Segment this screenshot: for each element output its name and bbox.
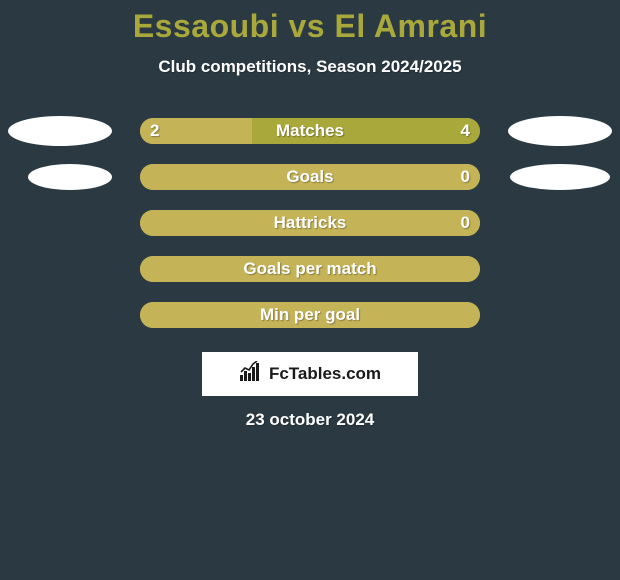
page-title: Essaoubi vs El Amrani [0, 0, 620, 45]
bar-value-right: 0 [461, 167, 470, 187]
bar-value-left: 2 [150, 121, 159, 141]
bar-label: Hattricks [274, 213, 347, 233]
bar-row: Goals per match [0, 256, 620, 282]
brand-box: FcTables.com [202, 352, 418, 396]
bar-track: Min per goal [140, 302, 480, 328]
brand-chart-icon [239, 361, 263, 388]
bar-row: Goals 0 [0, 164, 620, 190]
vs-text: vs [288, 8, 325, 44]
player-right-name: El Amrani [334, 8, 487, 44]
bar-label: Goals [286, 167, 333, 187]
bar-label: Goals per match [243, 259, 376, 279]
bar-track: Goals 0 [140, 164, 480, 190]
bar-row: Matches 2 4 [0, 118, 620, 144]
bar-row: Hattricks 0 [0, 210, 620, 236]
bar-value-right: 4 [461, 121, 470, 141]
chart-area: Matches 2 4 Goals 0 Hattricks 0 Goals per match… [0, 118, 620, 348]
bar-row: Min per goal [0, 302, 620, 328]
bar-track: Hattricks 0 [140, 210, 480, 236]
bars-host: Matches 2 4 Goals 0 Hattricks 0 Goals per match… [0, 118, 620, 328]
container: Essaoubi vs El Amrani Club competitions,… [0, 0, 620, 580]
bar-track: Matches 2 4 [140, 118, 480, 144]
bar-label: Min per goal [260, 305, 360, 325]
bar-label: Matches [276, 121, 344, 141]
date-label: 23 october 2024 [246, 410, 375, 430]
player-left-name: Essaoubi [133, 8, 279, 44]
brand-text: FcTables.com [269, 364, 381, 384]
subtitle: Club competitions, Season 2024/2025 [0, 57, 620, 77]
bar-value-right: 0 [461, 213, 470, 233]
bar-track: Goals per match [140, 256, 480, 282]
